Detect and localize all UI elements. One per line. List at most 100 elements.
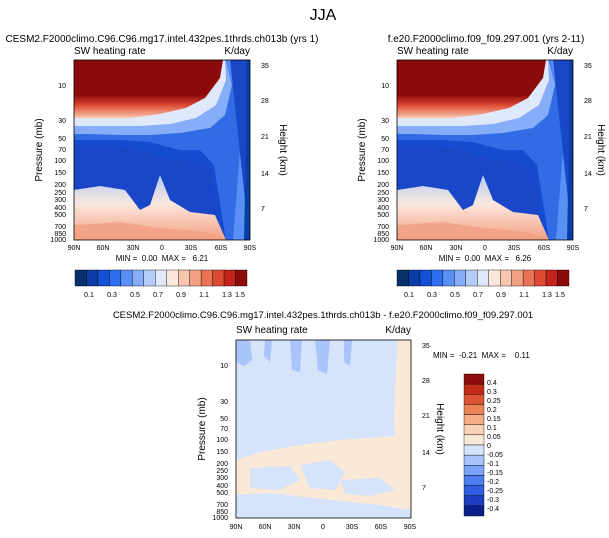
colorbar-swatch — [431, 269, 444, 287]
panel-1-ytick: 50 — [58, 136, 66, 143]
panel-2-ytick: 300 — [377, 197, 389, 204]
panel-2-cb-label: 0.9 — [496, 292, 506, 299]
colorbar-swatch — [488, 269, 501, 287]
panel-3-ytick: 10 — [220, 363, 228, 370]
panel-2-colorbar: 0.1 0.3 0.5 0.7 0.9 1.1 1.3 1.5 — [396, 269, 570, 299]
panel-3-ylabel: Pressure (mb) — [197, 397, 208, 460]
panel-2-ytick: 100 — [377, 158, 389, 165]
panel-3-cb-label: 0 — [487, 443, 491, 450]
panel-3-ytick: 1000 — [212, 515, 228, 522]
panel-3-xtick: 0 — [321, 524, 325, 531]
colorbar-swatch — [534, 269, 547, 287]
colorbar-swatch — [463, 495, 485, 507]
panel-1-x-axis: 90N 60N 30N 0 30S 60S 90S — [68, 245, 257, 252]
colorbar-swatch — [74, 269, 87, 287]
panel-2-ytick: 70 — [381, 147, 389, 154]
panel-3-ytick: 100 — [216, 437, 228, 444]
colorbar-swatch — [109, 269, 122, 287]
panel-1-cb-label: 1.3 — [222, 292, 232, 299]
panel-3-cb-label: 0.3 — [487, 389, 497, 396]
panel-1-cb-label: 1.5 — [235, 292, 245, 299]
colorbar-swatch — [442, 269, 455, 287]
panel-2-ytick: 250 — [377, 190, 389, 197]
panel-3-ytick: 850 — [216, 509, 228, 516]
colorbar-swatch — [463, 444, 485, 456]
panel-1-htick: 28 — [261, 98, 269, 105]
panel-1-ytick: 1000 — [50, 237, 66, 244]
panel-2-ytick: 30 — [381, 118, 389, 125]
panel-3-xtick: 30N — [288, 524, 301, 531]
panel-3-xtick: 90N — [230, 524, 243, 531]
colorbar-swatch — [132, 269, 144, 287]
colorbar-swatch — [463, 475, 485, 486]
colorbar-swatch — [454, 269, 467, 287]
panel-1-ytick: 200 — [54, 182, 66, 189]
panel-1-cb-label: 0.3 — [107, 292, 117, 299]
panel-1-xtick: 60N — [97, 245, 110, 252]
panel-2-cb-label: 0.3 — [427, 292, 437, 299]
panel-3-ytick: 300 — [216, 475, 228, 482]
panel-2-cb-label: 0.1 — [404, 292, 414, 299]
colorbar-swatch — [463, 434, 485, 446]
colorbar-swatch — [545, 269, 558, 287]
panel-3-colorbar: 0.4 0.3 0.25 0.2 0.15 0.1 0.05 0 -0.05 -… — [463, 373, 503, 517]
colorbar-swatch — [419, 269, 432, 287]
panel-2-ylabel-right: Height (km) — [595, 124, 606, 176]
panel-3-xtick: 30S — [346, 524, 359, 531]
panel-2-htick: 21 — [584, 134, 592, 141]
panel-1-cb-label: 1.1 — [199, 292, 209, 299]
panel-2-x-axis: 90N 60N 30N 0 30S 60S 90S — [391, 245, 580, 252]
panel-1-right-axis: Height (km) 7 14 21 28 35 — [261, 63, 288, 213]
panel-1: CESM2.F2000climo.C96.C96.mg17.intel.432p… — [6, 34, 319, 299]
panel-1-htick: 35 — [261, 63, 269, 70]
panel-1-htick: 14 — [261, 171, 269, 178]
panel-2-xtick: 0 — [483, 245, 487, 252]
panel-2-xtick: 30S — [508, 245, 521, 252]
panel-3-right-axis: Height (km) 7 14 21 28 35 — [422, 343, 445, 492]
panel-1-ytick: 850 — [54, 231, 66, 238]
panel-1-cb-label: 0.9 — [176, 292, 186, 299]
panel-1-htick: 7 — [261, 206, 265, 213]
panel-3-cb-label: -0.3 — [487, 497, 499, 504]
panel-3-x-axis: 90N 60N 30N 0 30S 60S 90S — [230, 524, 417, 531]
panel-2-xtick: 60S — [538, 245, 551, 252]
panel-3-cb-label: -0.4 — [487, 506, 499, 513]
colorbar-swatch — [177, 269, 190, 287]
page-title: JJA — [310, 7, 337, 24]
panel-3-cb-label: 0.05 — [487, 434, 501, 441]
colorbar-swatch — [511, 269, 524, 287]
panel-2-htick: 35 — [584, 63, 592, 70]
colorbar-swatch — [86, 269, 99, 287]
panel-1-ytick: 300 — [54, 197, 66, 204]
panel-2-cb-label: 1.1 — [519, 292, 529, 299]
panel-1-field — [73, 59, 251, 241]
panel-3-units: K/day — [385, 325, 411, 336]
colorbar-swatch — [522, 269, 535, 287]
panel-3-ytick: 200 — [216, 461, 228, 468]
panel-1-xtick: 0 — [160, 245, 164, 252]
panel-2-ytick: 400 — [377, 205, 389, 212]
panel-3-htick: 7 — [422, 485, 426, 492]
panel-1-xtick: 90N — [68, 245, 81, 252]
panel-3-cb-label: 0.2 — [487, 407, 497, 414]
panel-2-ytick: 200 — [377, 182, 389, 189]
panel-3-htick: 35 — [422, 343, 430, 350]
colorbar-swatch — [463, 454, 485, 466]
panel-2-units: K/day — [547, 46, 573, 57]
colorbar-swatch — [155, 269, 167, 287]
panel-1-title: CESM2.F2000climo.C96.C96.mg17.intel.432p… — [6, 34, 319, 45]
panel-3-y-axis: Pressure (mb) 10 30 50 70 100 150 200 25… — [197, 363, 228, 522]
panel-2: f.e20.F2000climo.f09_f09.297.001 (yrs 2-… — [357, 34, 606, 299]
panel-1-ytick: 400 — [54, 205, 66, 212]
panel-2-title: f.e20.F2000climo.f09_f09.297.001 (yrs 2-… — [388, 34, 585, 45]
panel-2-htick: 14 — [584, 171, 592, 178]
panel-3-cb-label: -0.1 — [487, 461, 499, 468]
panel-2-cb-label: 0.5 — [450, 292, 460, 299]
colorbar-swatch — [463, 485, 485, 496]
panel-3-ytick: 500 — [216, 490, 228, 497]
panel-2-xtick: 30N — [450, 245, 463, 252]
panel-2-ylabel: Pressure (mb) — [357, 118, 368, 181]
panel-3-htick: 28 — [422, 378, 430, 385]
colorbar-swatch — [463, 394, 485, 405]
